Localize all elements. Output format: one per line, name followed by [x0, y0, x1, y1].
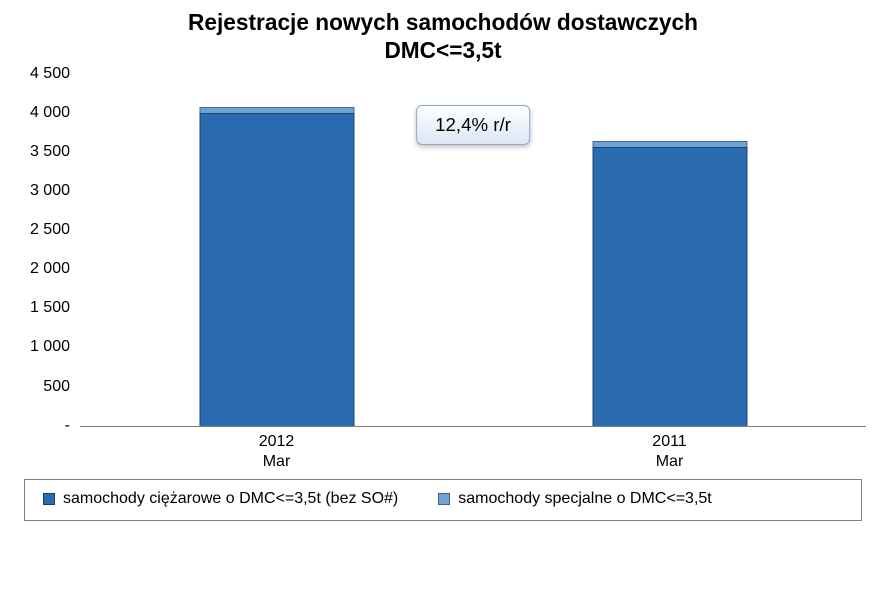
legend: samochody ciężarowe o DMC<=3,5t (bez SO#… — [24, 479, 862, 521]
legend-item: samochody specjalne o DMC<=3,5t — [438, 490, 711, 508]
x-axis-month: Mar — [656, 453, 684, 470]
y-axis-tick-label: 2 000 — [30, 260, 80, 278]
chart-title-line2: DMC<=3,5t — [384, 37, 501, 63]
percent-change-callout: 12,4% r/r — [416, 105, 530, 145]
bar-stack — [199, 107, 354, 426]
y-axis-tick-label: 1 000 — [30, 338, 80, 356]
y-axis-tick-label: 3 000 — [30, 182, 80, 200]
legend-label: samochody specjalne o DMC<=3,5t — [458, 490, 711, 508]
y-axis-tick-label: 500 — [43, 378, 80, 396]
y-axis-tick-label: - — [65, 417, 80, 435]
bar-stack — [592, 141, 747, 426]
legend-swatch — [43, 493, 55, 505]
x-axis-category-label: 2011 Mar — [473, 426, 866, 472]
plot-wrapper: -5001 0001 5002 0002 5003 0003 5004 0004… — [14, 75, 872, 427]
bar-segment-trucks — [592, 147, 747, 425]
chart-title: Rejestracje nowych samochodów dostawczyc… — [14, 8, 872, 65]
x-axis-month: Mar — [263, 453, 291, 470]
chart-container: Rejestracje nowych samochodów dostawczyc… — [0, 0, 886, 590]
category-group: 2011Mar — [473, 75, 866, 426]
legend-item: samochody ciężarowe o DMC<=3,5t (bez SO#… — [43, 490, 398, 508]
legend-label: samochody ciężarowe o DMC<=3,5t (bez SO#… — [63, 490, 398, 508]
y-axis-tick-label: 4 500 — [30, 65, 80, 83]
y-axis-tick-label: 1 500 — [30, 299, 80, 317]
y-axis-tick-label: 3 500 — [30, 143, 80, 161]
y-axis-tick-label: 4 000 — [30, 104, 80, 122]
x-axis-year: 2011 — [652, 433, 686, 450]
chart-title-line1: Rejestracje nowych samochodów dostawczyc… — [188, 9, 698, 35]
x-axis-category-label: 2012 Mar — [80, 426, 473, 472]
x-axis-year: 2012 — [259, 433, 295, 450]
plot-area: -5001 0001 5002 0002 5003 0003 5004 0004… — [80, 75, 866, 427]
bar-segment-trucks — [199, 113, 354, 426]
y-axis-tick-label: 2 500 — [30, 221, 80, 239]
category-group: 2012Mar — [80, 75, 473, 426]
legend-swatch — [438, 493, 450, 505]
